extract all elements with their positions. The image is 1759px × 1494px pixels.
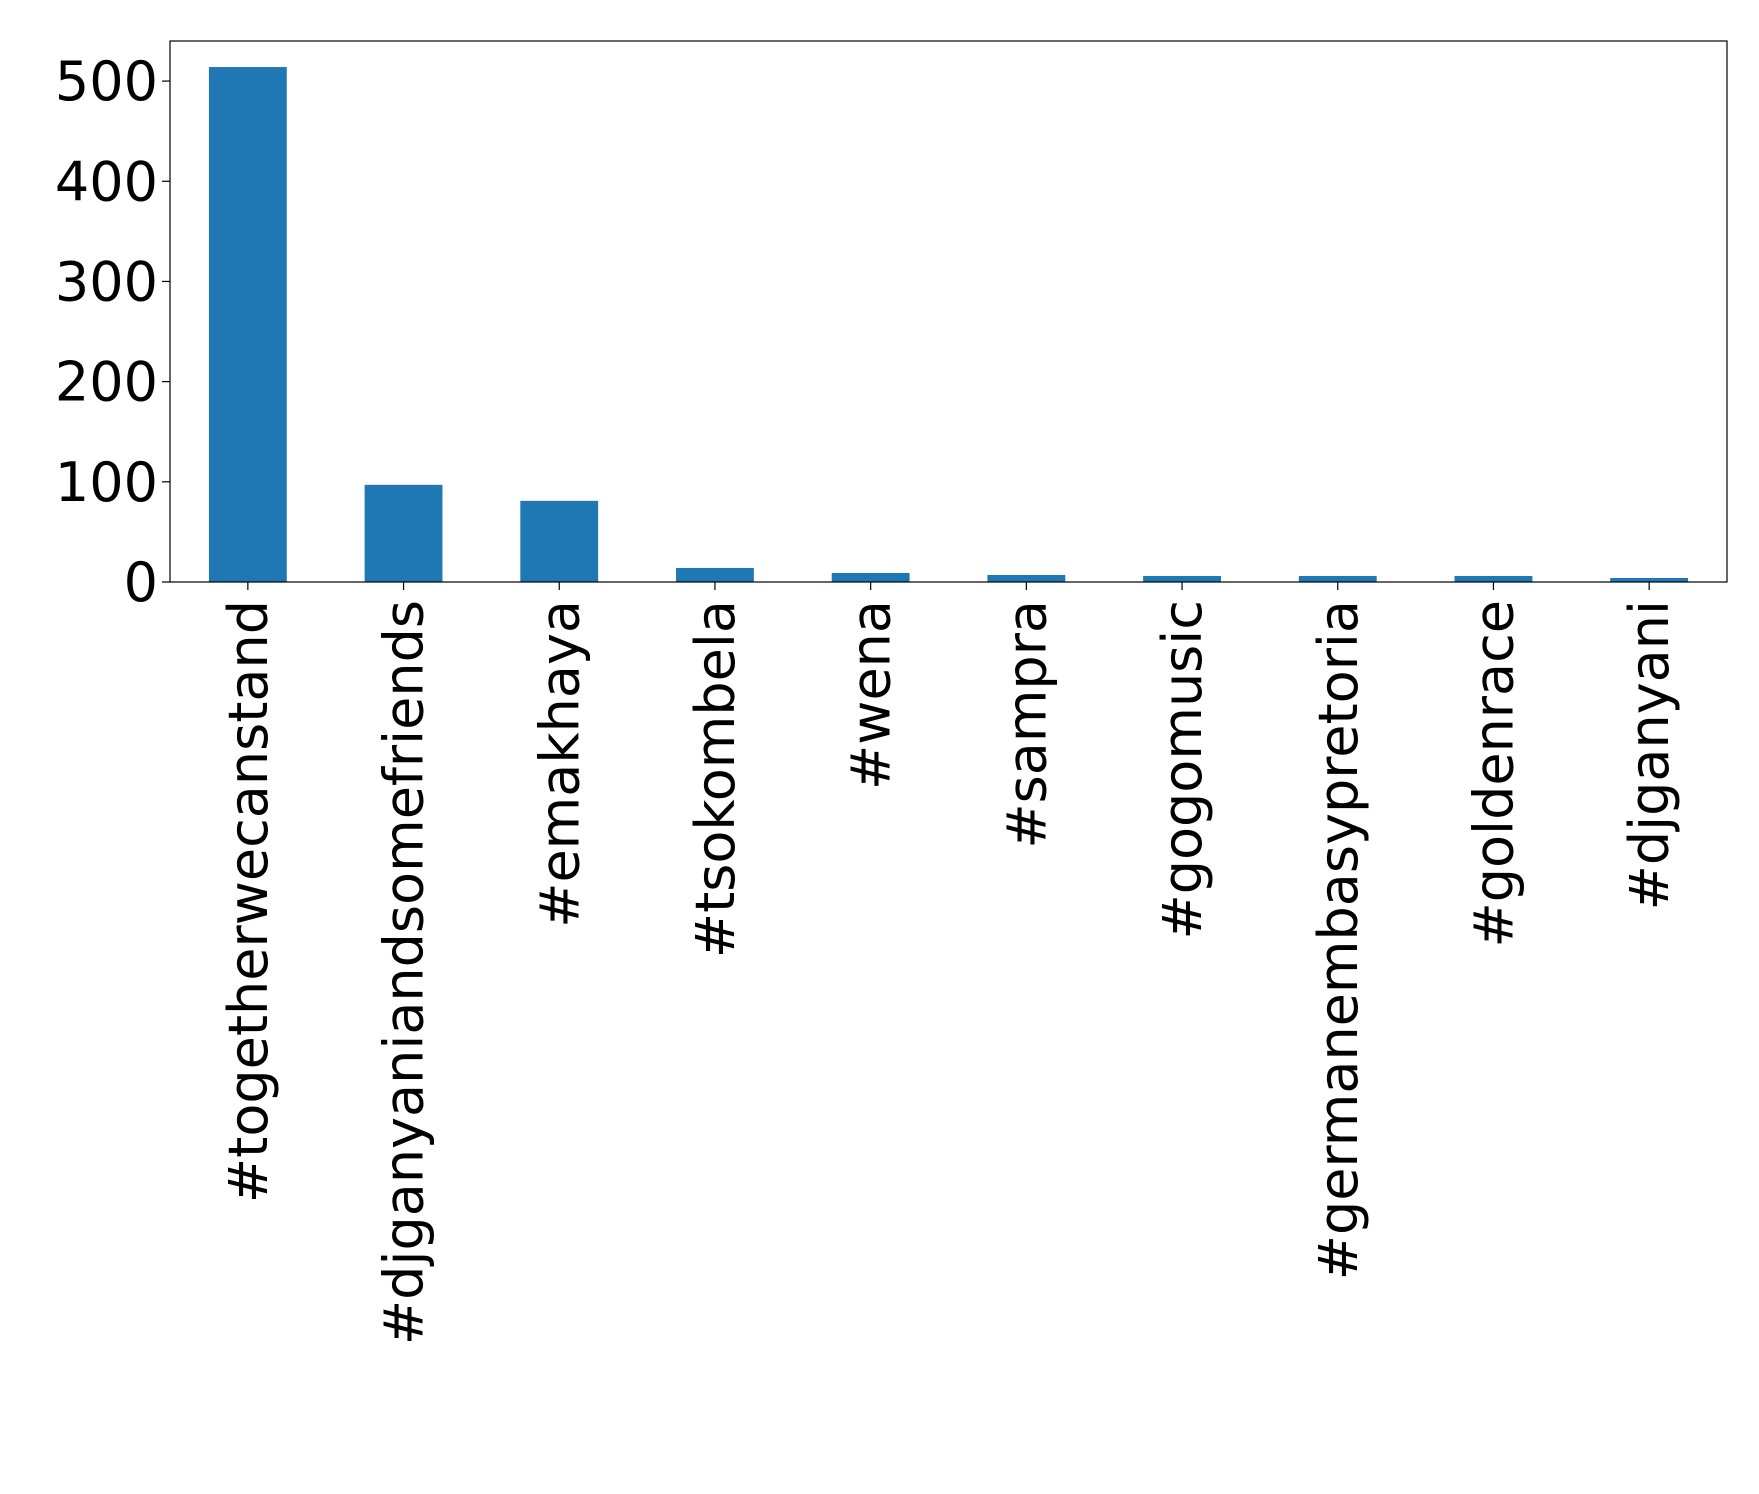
bars-layer	[208, 67, 1689, 582]
y-tick-label: 400	[55, 150, 158, 213]
bar-gogomusic	[1143, 575, 1221, 582]
x-tick-label: #tsokombela	[684, 600, 747, 958]
x-tick-label: #gogomusic	[1151, 600, 1214, 940]
x-tick-label: #djganyaniandsomefriends	[373, 600, 436, 1345]
bar-djganyani	[1610, 577, 1689, 582]
bar-emakhaya	[520, 500, 599, 582]
x-axis: #togetherwecanstand #djganyaniandsomefrie…	[217, 582, 1681, 1345]
bar-tsokombela	[676, 567, 754, 582]
x-tick-label: #goldenrace	[1462, 600, 1525, 948]
bar-togetherwecanstand	[208, 67, 287, 582]
bar-djganyaniandsomefriends	[364, 484, 443, 582]
x-tick-label: #wena	[840, 600, 903, 790]
x-tick-label: #germanembasypretoria	[1307, 600, 1370, 1280]
bar-goldenrace	[1454, 575, 1533, 582]
y-axis: 0 100 200 300 400 500	[55, 50, 170, 614]
y-tick-label: 100	[55, 451, 158, 514]
y-tick-label: 0	[124, 551, 158, 614]
plot-frame	[169, 40, 1728, 583]
x-tick-label: #emakhaya	[528, 600, 591, 928]
y-tick-label: 300	[55, 250, 158, 313]
bar-wena	[831, 572, 910, 582]
bar-sampra	[987, 574, 1066, 582]
x-tick-label: #djganyani	[1618, 600, 1681, 910]
y-tick-label: 200	[55, 351, 158, 414]
bar-germanembasypretoria	[1298, 575, 1377, 582]
y-tick-label: 500	[55, 50, 158, 113]
x-tick-label: #sampra	[995, 600, 1058, 849]
x-tick-label: #togetherwecanstand	[217, 600, 280, 1203]
